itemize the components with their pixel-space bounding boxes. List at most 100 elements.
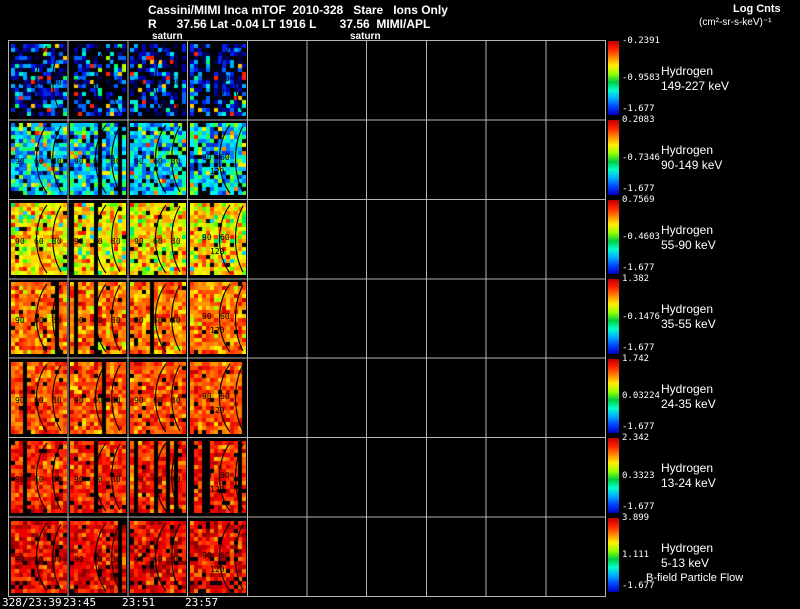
frame-canvas — [189, 44, 246, 116]
spectrogram-frame: 90 60 30 — [10, 44, 67, 116]
contour-angle-label: 30 — [52, 555, 62, 564]
contour-angle-label: 90 — [74, 475, 84, 484]
contour-angle-label: 90 — [134, 316, 144, 325]
contour-line — [111, 205, 121, 273]
colorbar — [608, 41, 619, 116]
contour-angle-label: 30 — [171, 316, 181, 325]
colorbar-tick-min: -1.677 — [622, 183, 655, 194]
colorbar — [608, 279, 619, 354]
contour-line — [95, 363, 107, 433]
contour-angle-label: 60 — [153, 316, 163, 325]
spectrogram-frame: 90 60 30 — [129, 123, 186, 196]
contour-overlay: 90 60 30 — [134, 363, 181, 433]
spectrogram-frame: 90 60 30 — [129, 520, 186, 593]
colorbar-tick-min: -1.677 — [622, 104, 655, 115]
spectrogram-frame: 90 60 30 — [129, 361, 186, 434]
time-tick: 23:57 — [185, 596, 219, 609]
contour-overlay: 90 60 120 — [202, 442, 244, 512]
energy-range-label: 24-35 keV — [661, 396, 716, 411]
contour-angle-label: 30 — [111, 396, 121, 405]
colorbar-tick-max: 1.742 — [622, 353, 650, 364]
contour-angle-label: 30 — [52, 396, 62, 405]
contour-overlay: 90 60 30 — [134, 442, 181, 512]
species-label: Hydrogen — [661, 461, 714, 476]
spectrogram-plot: 90 60 30 90 60 30 90 60 30 90 60 120 90 60 30 90 60 30 90 6… — [8, 40, 606, 597]
frame-canvas — [189, 202, 246, 275]
spectrogram-frame: 90 60 30 — [129, 44, 186, 116]
contour-angle-label: 30 — [171, 237, 181, 246]
spectrogram-frame: 90 60 30 — [129, 282, 186, 355]
contour-line — [51, 285, 61, 352]
colorbar — [608, 517, 619, 592]
frame-canvas — [10, 202, 67, 275]
contour-line — [35, 125, 47, 194]
contour-angle-label: 90 — [15, 78, 25, 87]
time-tick: 23:45 — [63, 596, 97, 609]
spectrogram-frame: 90 60 30 — [129, 441, 186, 514]
contour-overlay: 90 60 30 — [74, 442, 121, 512]
species-label: Hydrogen — [661, 302, 714, 317]
contour-overlay: 90 60 30 — [74, 283, 121, 353]
colorbar — [608, 199, 619, 275]
contour-angle-label: 90 — [15, 555, 25, 564]
contour-angle-label: 90 — [74, 237, 84, 246]
colorbar — [608, 438, 619, 513]
contour-angle-label: 90 — [15, 475, 25, 484]
contour-angle-label: 60 — [34, 316, 44, 325]
page-title: Cassini/MIMI Inca mTOF 2010-328 Stare Io… — [148, 3, 448, 17]
contour-line — [154, 125, 167, 194]
contour-angle-label: 30 — [171, 555, 181, 564]
contour-line — [234, 364, 244, 431]
contour-overlay: 90 60 30 — [15, 45, 61, 115]
contour-angle-label: 60 — [220, 74, 230, 83]
contour-angle-label: 120 — [210, 88, 225, 97]
frame-canvas — [189, 441, 246, 514]
colorbar-tick-min: -1.677 — [622, 501, 655, 512]
contour-line — [171, 205, 181, 273]
frame-canvas — [70, 123, 127, 196]
colorbar-tick-max: 1.382 — [622, 274, 650, 285]
colorbar-tick-max: 0.2083 — [622, 115, 655, 126]
spectrogram-frame: 90 60 30 — [70, 520, 127, 593]
frame-canvas — [70, 520, 127, 593]
contour-line — [111, 46, 121, 114]
bfield-note: B-field Particle Flow — [646, 572, 744, 584]
frame-canvas — [70, 361, 127, 434]
contour-overlay: 90 60 30 — [134, 204, 181, 274]
contour-overlay: 90 60 120 — [202, 125, 244, 194]
contour-line — [218, 204, 231, 274]
contour-line — [234, 126, 244, 193]
species-label: Hydrogen — [661, 143, 714, 158]
contour-line — [35, 522, 47, 591]
contour-line — [234, 443, 244, 511]
contour-angle-label: 30 — [111, 555, 121, 564]
contour-line — [218, 125, 231, 194]
contour-line — [171, 126, 181, 193]
contour-angle-label: 90 — [74, 78, 84, 87]
contour-angle-label: 90 — [202, 551, 212, 560]
contour-angle-label: 120 — [210, 326, 225, 335]
frame-canvas — [189, 361, 246, 434]
frame-canvas — [70, 44, 127, 116]
contour-overlay: 90 60 30 — [134, 125, 181, 194]
contour-angle-label: 90 — [134, 475, 144, 484]
contour-angle-label: 60 — [220, 551, 230, 560]
colorbar — [608, 358, 619, 434]
spectrogram-frame: 90 60 30 — [10, 282, 67, 355]
panel-label: Hydrogen 90-149 keV — [661, 143, 722, 173]
panel-label: Hydrogen 24-35 keV — [661, 382, 716, 412]
frame-canvas — [10, 520, 67, 593]
colorbar-tick-mid: -0.1476 — [622, 311, 660, 322]
contour-line — [234, 285, 244, 352]
spectrogram-frame: 90 60 120 — [189, 123, 246, 196]
contour-angle-label: 90 — [15, 157, 25, 166]
contour-angle-label: 90 — [202, 233, 212, 242]
contour-line — [154, 45, 167, 115]
contour-overlay: 90 60 120 — [202, 522, 244, 591]
contour-line — [111, 285, 121, 352]
contour-overlay: 90 60 30 — [15, 125, 61, 194]
contour-angle-label: 120 — [210, 485, 225, 494]
contour-angle-label: 30 — [52, 316, 62, 325]
contour-angle-label: 60 — [93, 555, 103, 564]
contour-angle-label: 60 — [93, 157, 103, 166]
